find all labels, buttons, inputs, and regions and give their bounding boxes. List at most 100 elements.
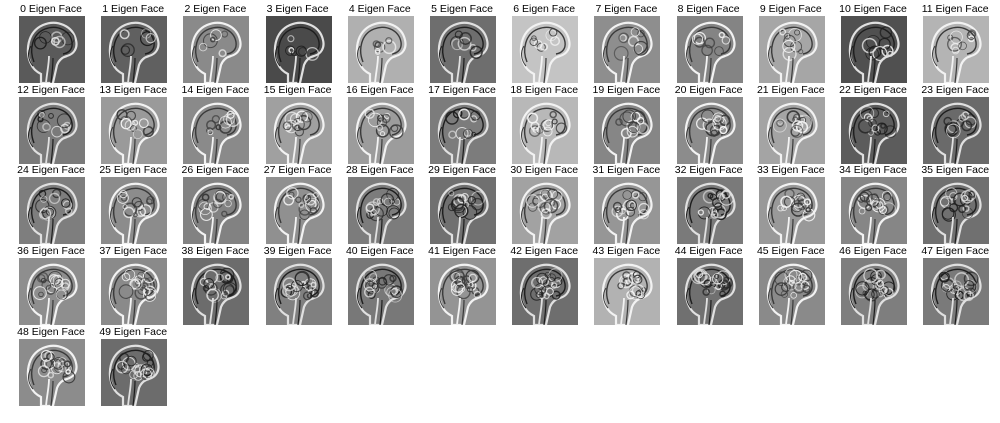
eigenface-image [19, 177, 85, 245]
eigenface-caption: 30 Eigen Face [510, 164, 579, 177]
head-mri-eigenface-drawing [923, 96, 990, 164]
eigenface-caption: 29 Eigen Face [428, 164, 496, 177]
eigenface-caption: 22 Eigen Face [839, 83, 907, 96]
head-mri-eigenface-drawing [758, 16, 825, 83]
head-mri-eigenface-drawing [430, 177, 496, 245]
eigenface-caption: 49 Eigen Face [99, 325, 168, 338]
eigenface-image [758, 16, 825, 83]
eigenface-image [101, 177, 168, 245]
eigenface-caption: 48 Eigen Face [17, 325, 85, 338]
eigenface-image [430, 258, 496, 326]
eigenface-caption: 4 Eigen Face [348, 3, 411, 15]
eigenface-caption: 28 Eigen Face [345, 164, 414, 177]
head-mri-eigenface-drawing [183, 16, 250, 83]
head-mri-eigenface-drawing [347, 96, 414, 164]
head-mri-eigenface-drawing [265, 177, 332, 245]
head-mri-eigenface-drawing [430, 96, 496, 164]
eigenface-caption: 9 Eigen Face [759, 3, 822, 15]
head-mri-eigenface-drawing [265, 96, 332, 164]
eigenface-caption: 39 Eigen Face [263, 245, 332, 258]
head-mri-eigenface-drawing [101, 96, 168, 164]
eigenface-image [347, 177, 414, 245]
eigenface-image [265, 96, 332, 164]
eigenface-image [923, 16, 990, 83]
head-mri-eigenface-drawing [841, 177, 907, 245]
eigenface-caption: 43 Eigen Face [592, 245, 661, 258]
eigenface-caption: 14 Eigen Face [181, 83, 250, 96]
eigenface-image [430, 96, 496, 164]
eigenface-caption: 38 Eigen Face [181, 245, 250, 258]
eigenface-image [347, 96, 414, 164]
eigenface-caption: 13 Eigen Face [99, 83, 168, 96]
head-mri-eigenface-drawing [19, 16, 85, 83]
eigenface-image [347, 258, 414, 326]
eigenface-caption: 11 Eigen Face [921, 3, 989, 15]
eigenface-image [758, 177, 825, 245]
head-mri-eigenface-drawing [265, 16, 332, 83]
eigenface-caption: 33 Eigen Face [756, 164, 825, 177]
eigenface-caption: 42 Eigen Face [510, 245, 579, 258]
eigenface-caption: 21 Eigen Face [756, 83, 825, 96]
head-mri-eigenface-drawing [841, 96, 907, 164]
head-mri-eigenface-drawing [265, 258, 332, 326]
head-mri-eigenface-drawing [841, 16, 907, 83]
eigenface-caption: 23 Eigen Face [921, 83, 990, 96]
eigenface-caption: 32 Eigen Face [674, 164, 743, 177]
eigenface-caption: 3 Eigen Face [266, 3, 329, 15]
eigenface-caption: 36 Eigen Face [17, 245, 85, 258]
eigenface-caption: 5 Eigen Face [431, 3, 493, 15]
eigenface-image [347, 16, 414, 83]
eigenface-caption: 12 Eigen Face [17, 83, 85, 96]
eigenface-caption: 25 Eigen Face [99, 164, 168, 177]
head-mri-eigenface-drawing [183, 258, 250, 326]
eigenface-image [594, 177, 661, 245]
eigenface-image [841, 96, 907, 164]
eigenface-image [594, 16, 661, 83]
head-mri-eigenface-drawing [430, 258, 496, 326]
eigenface-image [19, 96, 85, 164]
eigenface-image [923, 258, 990, 326]
eigenface-image [183, 16, 250, 83]
eigenface-image [512, 16, 579, 83]
eigenface-caption: 6 Eigen Face [513, 3, 576, 15]
eigenface-caption: 24 Eigen Face [17, 164, 85, 177]
eigenface-image [183, 96, 250, 164]
eigenface-image [841, 16, 907, 83]
eigenface-caption: 34 Eigen Face [839, 164, 907, 177]
eigenface-image [101, 16, 168, 83]
head-mri-eigenface-drawing [594, 96, 661, 164]
head-mri-eigenface-drawing [347, 177, 414, 245]
head-mri-eigenface-drawing [758, 177, 825, 245]
head-mri-eigenface-drawing [19, 258, 85, 326]
head-mri-eigenface-drawing [430, 16, 496, 83]
eigenface-image [19, 258, 85, 326]
eigenface-image [265, 16, 332, 83]
head-mri-eigenface-drawing [512, 258, 579, 326]
eigenface-caption: 26 Eigen Face [181, 164, 250, 177]
eigenface-caption: 47 Eigen Face [921, 245, 990, 258]
eigenface-image [923, 96, 990, 164]
head-mri-eigenface-drawing [19, 177, 85, 245]
head-mri-eigenface-drawing [676, 16, 743, 83]
eigenface-image [676, 96, 743, 164]
eigenface-image [841, 258, 907, 326]
eigenface-image [758, 258, 825, 326]
head-mri-eigenface-drawing [594, 258, 661, 326]
eigenface-image [19, 338, 85, 406]
eigenface-caption: 31 Eigen Face [592, 164, 661, 177]
eigenface-image [594, 96, 661, 164]
head-mri-eigenface-drawing [183, 177, 250, 245]
head-mri-eigenface-drawing [758, 96, 825, 164]
head-mri-eigenface-drawing [101, 16, 168, 83]
eigenface-caption: 46 Eigen Face [839, 245, 907, 258]
eigenface-caption: 19 Eigen Face [592, 83, 661, 96]
eigenface-image [512, 177, 579, 245]
head-mri-eigenface-drawing [923, 258, 990, 326]
head-mri-eigenface-drawing [841, 258, 907, 326]
eigenface-caption: 20 Eigen Face [674, 83, 743, 96]
eigenface-image [758, 96, 825, 164]
eigenface-image [841, 177, 907, 245]
eigenface-caption: 17 Eigen Face [428, 83, 496, 96]
eigenface-caption: 2 Eigen Face [184, 3, 247, 15]
